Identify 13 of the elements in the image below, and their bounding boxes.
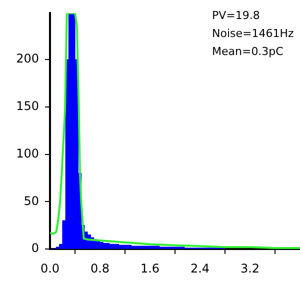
annotation: PV=19.8 [212,8,260,22]
y-tick-label: 100 [16,146,39,160]
x-tick-label: 0.0 [40,261,60,276]
y-tick-label: 200 [16,52,39,66]
annotation: Mean=0.3pC [212,44,284,58]
x-tick-label: 0.8 [90,261,110,276]
x-tick-label: 2.4 [190,261,210,276]
x-tick-label: 1.6 [140,261,160,276]
y-tick-label: 0 [31,241,39,256]
y-tick-label: 50 [24,194,39,208]
y-tick-label: 150 [16,99,39,114]
x-tick-label: 3.2 [240,261,260,276]
annotation: Noise=1461Hz [212,26,294,40]
